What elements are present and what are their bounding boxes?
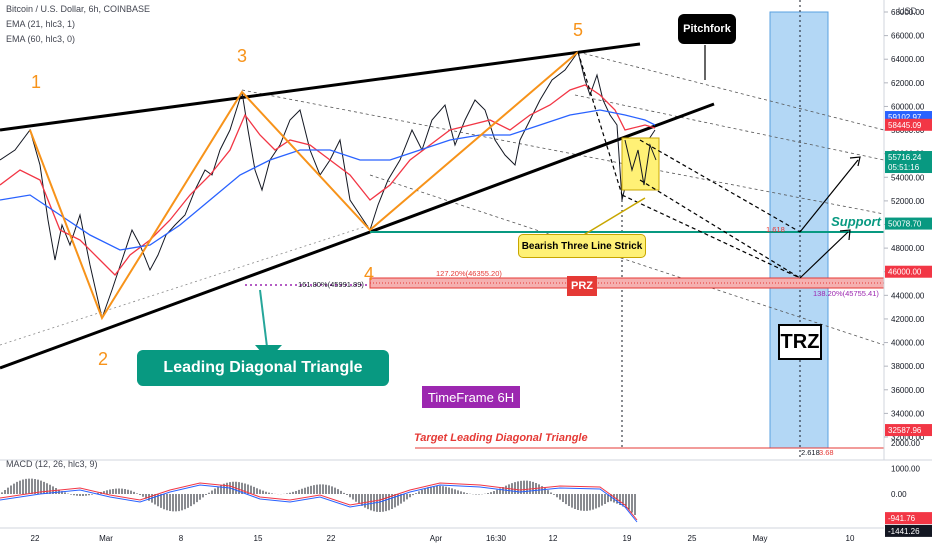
x-tick-label: 10	[846, 534, 855, 543]
y-tick-label: 52000.00	[891, 197, 925, 206]
x-tick-label: May	[752, 534, 767, 543]
price-badge	[885, 424, 932, 437]
macd-badge	[885, 512, 932, 525]
upper-wedge-line	[0, 42, 641, 132]
leading-diagonal-callout: Leading Diagonal Triangle	[137, 350, 389, 386]
y-tick-label: 44000.00	[891, 291, 925, 300]
y-tick-label: 42000.00	[891, 315, 925, 324]
macd-tick-label: 1000.00	[891, 464, 920, 473]
price-badge-label: 59102.97	[888, 113, 922, 122]
ema21-legend: EMA (21, hlc3, 1)	[6, 19, 76, 29]
price-badge	[885, 265, 932, 278]
y-tick-label: 60000.00	[891, 102, 925, 111]
price-badge-label: 58445.09	[888, 121, 922, 130]
prz-band	[369, 277, 885, 289]
wave-labels: 1 2 3 4 5	[31, 20, 583, 369]
macd-legend: MACD (12, 26, hlc3, 9)	[6, 459, 98, 469]
countdown-label: 05:51:16	[888, 163, 920, 172]
x-tick-label: 22	[327, 534, 336, 543]
wave-label-5: 5	[573, 20, 583, 40]
macd-badges: -941.76 -1441.26	[885, 512, 932, 537]
projection-paths	[577, 51, 801, 279]
bearish-callout: Bearish Three Line Strick	[518, 234, 646, 258]
ema60-line	[0, 109, 656, 251]
x-tick-label: 25	[688, 534, 697, 543]
target-label: Target Leading Diagonal Triangle	[414, 432, 588, 444]
prz-label: PRZ	[567, 276, 597, 296]
x-tick-label: 8	[179, 534, 184, 543]
fib-level-label: 2.618	[801, 448, 820, 457]
price-badge	[885, 118, 932, 131]
x-tick-label: 16:30	[486, 534, 507, 543]
x-tick-label: Apr	[430, 534, 443, 543]
ema21-line	[0, 84, 656, 276]
y-tick-label: 64000.00	[891, 55, 925, 64]
y-tick-label: 66000.00	[891, 32, 925, 41]
timeframe-label: TimeFrame 6H	[422, 386, 520, 408]
impulse-wave	[29, 51, 579, 321]
x-tick-label: 12	[549, 534, 558, 543]
y-tick-label: 32000.00	[891, 433, 925, 442]
y-tick-label: 68000.00	[891, 8, 925, 17]
recovery-arrows	[799, 156, 861, 279]
fib-level-label: 127.20%(46355.20)	[436, 269, 502, 278]
y-tick-label: 48000.00	[891, 244, 925, 253]
x-axis: 22 Mar 8 15 22 Apr 16:30 12 19 25 May 10	[31, 534, 855, 543]
wave-label-4: 4	[364, 264, 374, 284]
pitchfork-lines	[241, 51, 885, 346]
macd-tick-label: 2000.00	[891, 439, 920, 448]
ema60-legend: EMA (60, hlc3, 0)	[6, 34, 76, 44]
fib-level-label: 138.20%(45755.41)	[813, 289, 879, 298]
macd-badge-label: -1441.26	[888, 527, 920, 536]
macd-tick-label: 0.00	[891, 490, 907, 499]
fib-level-label: 161.80%(45991.89)	[298, 280, 364, 289]
fib-level-label: 1.618	[766, 225, 785, 234]
y-tick-label: 54000.00	[891, 173, 925, 182]
wave-label-3: 3	[237, 46, 247, 66]
wave-label-1: 1	[31, 72, 41, 92]
trz-zone	[769, 11, 829, 449]
y-tick-label: 36000.00	[891, 386, 925, 395]
price-badge-label: 50078.70	[888, 220, 922, 229]
macd-badge-label: -941.76	[888, 514, 916, 523]
fib-labels: 161.80%(45991.89) 127.20%(46355.20) 138.20…	[298, 225, 879, 457]
price-badge-label: 55716.24	[888, 153, 922, 162]
symbol-title: Bitcoin / U.S. Dollar, 6h, COINBASE	[6, 4, 151, 14]
pitchfork-callout: Pitchfork	[678, 14, 736, 44]
price-badge-label: 32587.96	[888, 426, 922, 435]
macd-badge	[885, 524, 932, 537]
price-badge	[885, 151, 932, 174]
trz-label: TRZ	[778, 324, 822, 360]
lower-wedge-line-2	[369, 102, 715, 234]
y-tick-label: 38000.00	[891, 362, 925, 371]
fib-level-label: 3.68	[819, 448, 834, 457]
currency-label: USD	[898, 6, 918, 16]
x-tick-label: 15	[254, 534, 263, 543]
support-label: Support	[831, 213, 881, 229]
price-badge	[885, 217, 932, 230]
y-tick-label: 34000.00	[891, 409, 925, 418]
x-tick-label: Mar	[99, 534, 113, 543]
y-tick-label: 62000.00	[891, 79, 925, 88]
lower-wedge-line	[0, 230, 371, 370]
y-tick-label: 40000.00	[891, 339, 925, 348]
x-tick-label: 19	[623, 534, 632, 543]
x-tick-label: 22	[31, 534, 40, 543]
wave-label-2: 2	[98, 349, 108, 369]
price-badge-label: 46000.00	[888, 268, 922, 277]
